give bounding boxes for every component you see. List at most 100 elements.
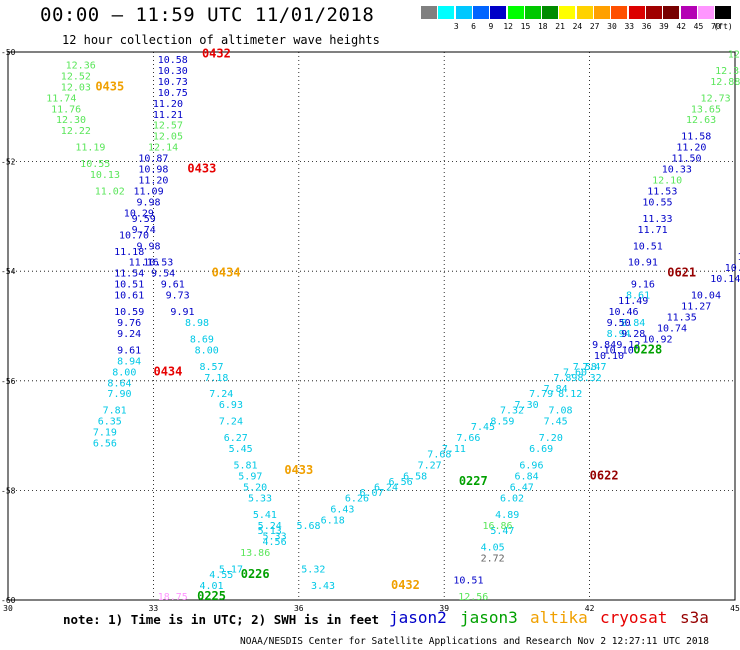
legend-swatch [455,6,472,19]
wave-height-value: 5.41 [253,510,277,521]
satellite-jason2: jason2 [389,608,447,627]
wave-height-value: 13.65 [691,104,721,115]
wave-height-value: 10.75 [158,88,188,99]
pass-time-label: 0622 [590,468,619,482]
wave-height-value: 12.63 [686,115,716,126]
legend-swatch [715,6,732,19]
wave-height-value: 6.35 [98,417,122,428]
wave-height-value: 5.32 [301,565,325,576]
wave-height-value: 11.18 [114,247,144,258]
wave-height-value: 11.19 [75,143,105,154]
wave-height-value: 11.20 [676,143,706,154]
legend-label: 70 [710,22,721,31]
wave-height-value: 10.29 [124,208,154,219]
wave-height-value: 6.07 [359,488,383,499]
wave-height-value: 5.20 [243,482,267,493]
wave-height-value: 10.70 [119,230,149,241]
pass-time-label: 0227 [459,474,488,488]
wave-height-value: 8.98 [185,318,209,329]
wave-height-value: 4.05 [481,543,505,554]
lon-tick-label: 36 [294,604,304,613]
wave-height-value: 2.72 [481,554,505,565]
wave-height-value: 18.75 [158,592,188,603]
wave-height-value: 9.91 [170,307,194,318]
wave-height-value: 13.86 [240,548,270,559]
legend-swatch [421,6,437,19]
wave-height-value: 9.24 [117,329,141,340]
legend-label: 3 [453,22,459,31]
pass-time-label: 0434 [212,266,241,280]
wave-height-value: 12.22 [61,126,91,137]
wave-height-value: 12.88 [710,77,740,88]
wave-height-value: 11.33 [642,214,672,225]
wave-height-value: 10.51 [114,280,144,291]
legend-label: 18 [537,22,548,31]
wave-height-value: 11.58 [681,132,711,143]
wave-height-value: 6.43 [330,504,354,515]
wave-height-value: 9.76 [117,318,141,329]
legend-label: 9 [488,22,494,31]
wave-height-value: 5.24 [258,521,282,532]
wave-height-value: 7.45 [471,422,495,433]
wave-height-value: 11.20 [138,176,168,187]
wave-height-value: 10.13 [90,170,120,181]
wave-height-value: 4.55 [209,570,233,581]
lat-tick-label: -50 [1,48,16,57]
wave-height-value: 3.43 [311,581,335,592]
wave-height-value: 7.08 [548,406,572,417]
footer-note: note: 1) Time is in UTC; 2) SWH is in fe… [63,612,380,627]
wave-height-value: 9.84 [592,340,616,351]
wave-height-value: 10.91 [628,258,658,269]
wave-height-value: 10.51 [453,576,483,587]
wave-height-value: 8.69 [190,334,214,345]
footer-credit: NOAA/NESDIS Center for Satellite Applica… [240,636,709,647]
wave-height-value: 8.59 [490,417,514,428]
wave-height-value: 9.73 [166,291,190,302]
wave-height-value: 7.81 [103,406,127,417]
wave-height-value: 7.60 [563,367,587,378]
wave-height-value: 10.25 [725,263,740,274]
wave-height-value: 7.24 [209,389,233,400]
wave-height-value: 4.89 [495,510,519,521]
wave-height-value: 10.33 [662,165,692,176]
wave-height-value: 10.10 [604,345,634,356]
wave-height-value: 8.12 [558,389,582,400]
wave-height-value: 6.84 [515,471,539,482]
legend-swatch [524,6,541,19]
wave-height-value: 7.45 [544,417,568,428]
legend-swatch [628,6,645,19]
legend-label: 30 [607,22,617,31]
wave-height-value: 6.56 [389,477,413,488]
wave-height-value: 7.24 [219,417,243,428]
wave-height-value: 11.54 [114,269,144,280]
wave-height-value: 9.98 [137,197,161,208]
wave-height-value: 6.47 [510,482,534,493]
pass-time-label: 0433 [284,463,313,477]
wave-height-value: 6.18 [321,515,345,526]
legend-swatch [559,6,576,19]
pass-time-label: 0434 [153,364,182,378]
legend-swatch [542,6,559,19]
wave-height-value: 7.68 [427,450,451,461]
legend-swatch [438,6,455,19]
lat-tick-label: -56 [1,377,16,386]
wave-height-value: 9.54 [151,269,175,280]
wave-height-value: 10.98 [138,165,168,176]
wave-height-value: 10.14 [710,274,740,285]
wave-height-value: 7.32 [500,406,524,417]
legend-unit: (ft) [713,22,733,31]
wave-height-value: 5.33 [263,532,287,543]
wave-height-value: 12.10 [652,176,682,187]
wave-height-value: 11.09 [133,186,163,197]
wave-height-value: 10.10 [594,351,624,362]
legend-label: 15 [520,22,531,31]
wave-height-value: 5.47 [490,526,514,537]
satellite-s3a: s3a [680,608,709,627]
wave-height-value: 11.49 [618,296,648,307]
wave-height-value: 7.19 [93,428,117,439]
wave-height-value: 6.27 [224,433,248,444]
wave-height-value: 9.50 [607,318,631,329]
pass-time-label: 0228 [633,342,662,356]
wave-height-value: 9.98 [137,241,161,252]
wave-height-value: 11.71 [638,225,668,236]
